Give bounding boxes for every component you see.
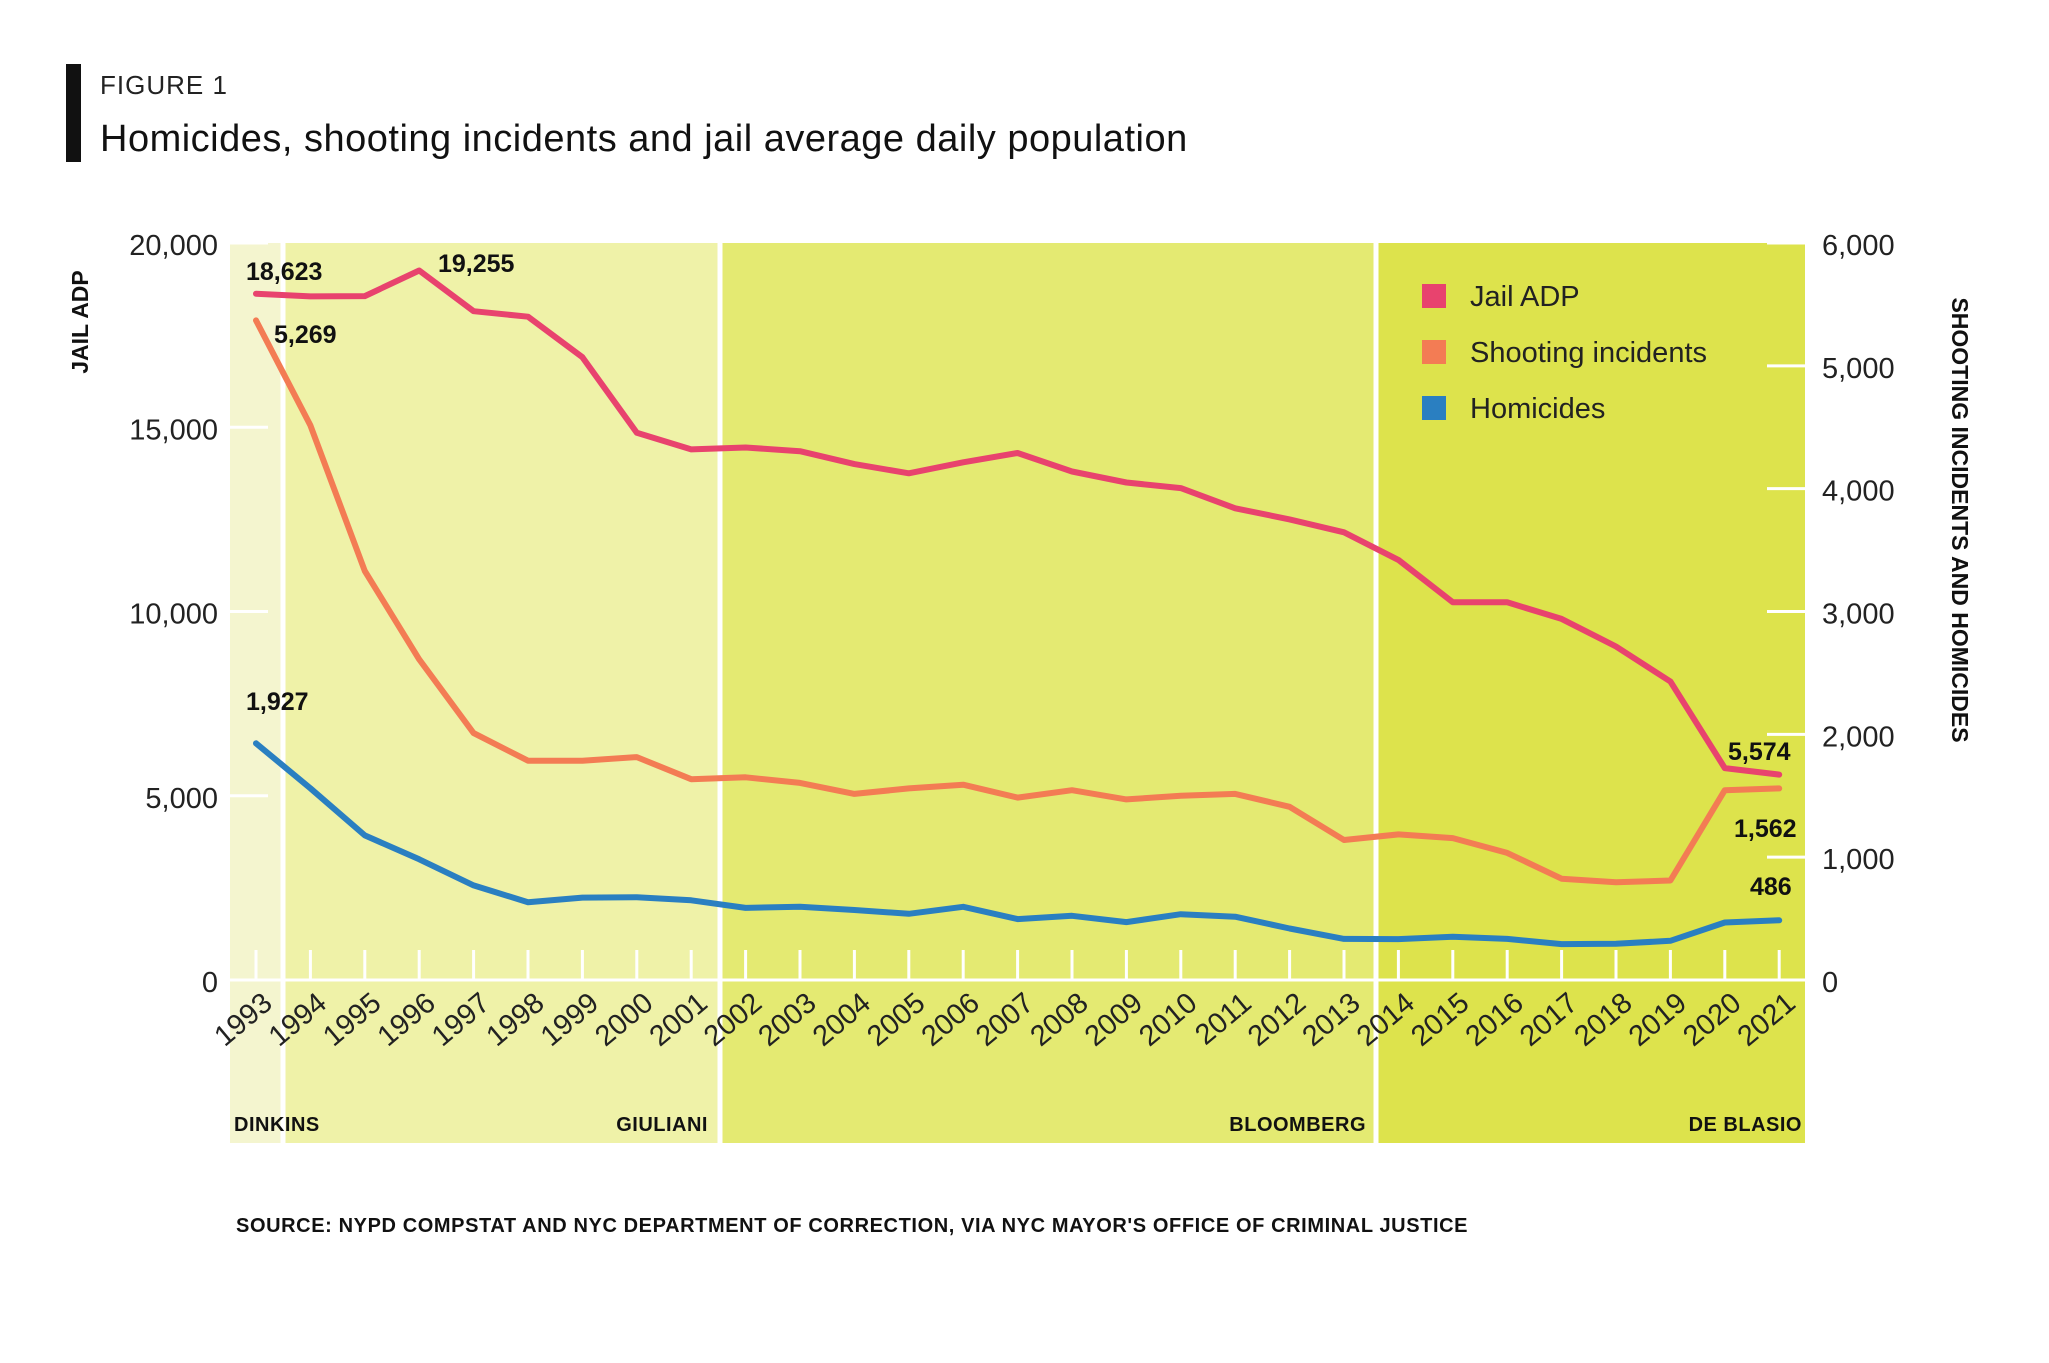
left-axis-tick-label: 20,000 (129, 230, 218, 262)
data-label-homicides-2021: 486 (1750, 873, 1792, 901)
left-axis-tick-label: 15,000 (129, 414, 218, 446)
right-axis-title: SHOOTING INCIDENTS AND HOMICIDES (1947, 297, 1973, 742)
right-axis-tick-label: 4,000 (1822, 476, 1895, 508)
title-accent-bar (66, 64, 81, 162)
era-band-giuliani (283, 243, 720, 1143)
left-axis-title: JAIL ADP (67, 270, 93, 374)
data-label-jail-adp-1996: 19,255 (438, 250, 515, 278)
legend-swatch-shooting-incidents (1422, 340, 1446, 364)
data-label-jail-adp-2021: 5,574 (1728, 738, 1791, 766)
era-label-bloomberg: BLOOMBERG (1229, 1114, 1366, 1136)
right-axis-tick-label: 5,000 (1822, 353, 1895, 385)
left-axis-tick-label: 5,000 (145, 783, 218, 815)
legend-label-jail-adp: Jail ADP (1470, 281, 1580, 313)
right-axis-tick-label: 1,000 (1822, 844, 1895, 876)
data-label-shooting-incidents-2021: 1,562 (1734, 815, 1797, 843)
legend-swatch-homicides (1422, 396, 1446, 420)
data-label-jail-adp-1993: 18,623 (246, 258, 322, 286)
era-label-de-blasio: DE BLASIO (1689, 1114, 1802, 1136)
legend-label-shooting-incidents: Shooting incidents (1470, 337, 1707, 369)
right-axis-tick-label: 3,000 (1822, 599, 1895, 631)
era-label-dinkins: DINKINS (234, 1114, 320, 1136)
era-label-giuliani: GIULIANI (616, 1114, 708, 1136)
series-line-homicides (253, 740, 1783, 948)
chart-title: Homicides, shooting incidents and jail a… (100, 118, 1188, 160)
right-axis-tick-label: 2,000 (1822, 721, 1895, 753)
figure-label: FIGURE 1 (100, 70, 228, 100)
series-line-jail-adp (253, 267, 1783, 778)
right-axis-tick-label: 6,000 (1822, 230, 1895, 262)
legend-swatch-jail-adp (1422, 284, 1446, 308)
data-label-shooting-incidents-1993: 5,269 (274, 321, 337, 349)
right-axis-tick-label: 0 (1822, 967, 1838, 999)
series-line-shooting-incidents (253, 317, 1783, 886)
left-axis-tick-label: 10,000 (129, 599, 218, 631)
era-band-dinkins (230, 243, 283, 1143)
left-axis-tick-label: 0 (202, 967, 218, 999)
era-band-de-blasio (1376, 243, 1805, 1143)
source-note: SOURCE: NYPD COMPSTAT AND NYC DEPARTMENT… (236, 1215, 1469, 1237)
era-band-bloomberg (720, 243, 1376, 1143)
data-label-homicides-1993: 1,927 (246, 688, 309, 716)
legend-label-homicides: Homicides (1470, 393, 1605, 425)
